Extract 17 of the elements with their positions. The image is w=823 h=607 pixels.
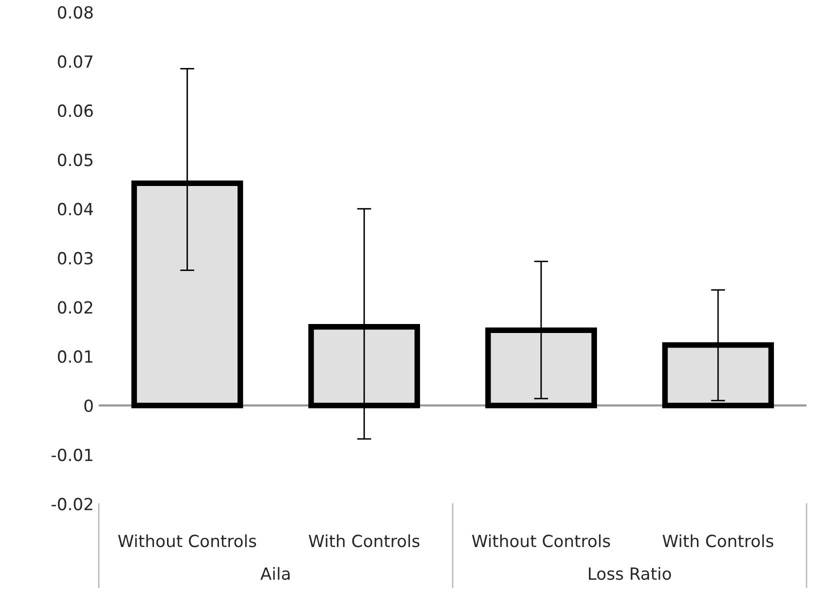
y-tick-label: 0.07 (58, 55, 92, 68)
text: Aila (260, 567, 290, 580)
x-tick-label: Without Controls (118, 534, 256, 548)
y-tick-label: 0.03 (58, 252, 93, 265)
x-tick-label: With Controls (308, 534, 420, 548)
y-tick-label: 0.08 (58, 6, 93, 19)
x-tick-label: With Controls (662, 534, 774, 548)
text: Loss Ratio (588, 567, 672, 580)
x-tick-label: Without Controls (472, 534, 610, 548)
y-tick-label: 0.05 (58, 154, 92, 166)
y-tick-label: 0 (84, 399, 93, 412)
y-tick-label: 0.06 (58, 104, 93, 118)
y-tick-label: 0.04 (58, 202, 93, 216)
y-tick-label: 0.02 (58, 301, 92, 314)
y-tick-label: -0.02 (52, 498, 92, 510)
y-tick-label: 0.01 (58, 350, 92, 363)
y-tick-label: -0.01 (52, 448, 92, 462)
